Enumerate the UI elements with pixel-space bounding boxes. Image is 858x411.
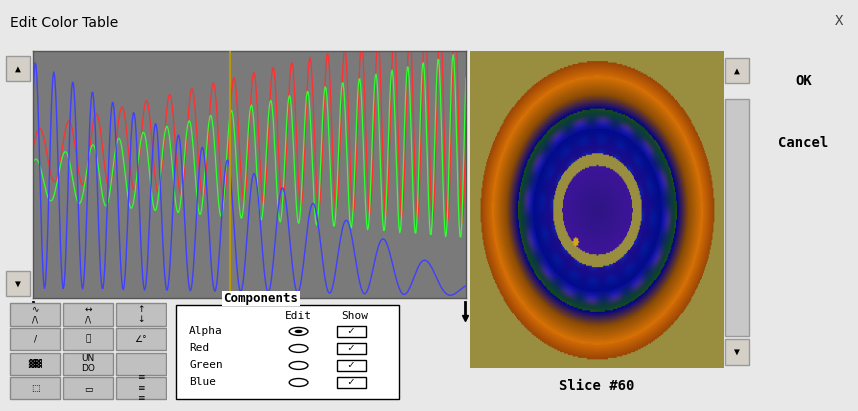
Text: ▲: ▲ [734, 65, 740, 75]
Bar [10, 303, 60, 326]
Text: Edit Color Table: Edit Color Table [10, 16, 118, 30]
Text: ▓▓: ▓▓ [28, 359, 42, 368]
Text: ∠°: ∠° [135, 335, 148, 344]
Text: ∿
/\: ∿ /\ [31, 305, 39, 324]
Text: Edit: Edit [285, 311, 312, 321]
Bar [116, 377, 166, 399]
Bar [725, 339, 748, 365]
Text: Alpha: Alpha [190, 326, 223, 337]
Text: Green: Green [190, 360, 223, 370]
Text: ▼: ▼ [734, 347, 740, 357]
Bar [10, 353, 60, 375]
Text: ✓: ✓ [347, 344, 354, 353]
Bar [116, 328, 166, 350]
Bar [116, 353, 166, 375]
Text: ▼: ▼ [15, 278, 21, 288]
Text: ≡
≡
≡: ≡ ≡ ≡ [137, 374, 145, 403]
Circle shape [289, 344, 308, 352]
Circle shape [289, 379, 308, 386]
Bar [116, 303, 166, 326]
Text: OK: OK [795, 74, 812, 88]
Circle shape [294, 330, 303, 333]
Text: UN
DO: UN DO [81, 354, 95, 374]
Bar [725, 58, 748, 83]
Bar [336, 360, 366, 371]
Text: ▭: ▭ [84, 384, 92, 393]
Text: ✓: ✓ [347, 360, 354, 370]
Text: ↑
↓: ↑ ↓ [137, 305, 145, 324]
Text: ✓: ✓ [347, 377, 354, 388]
Text: Show: Show [341, 311, 368, 321]
Text: ✓: ✓ [347, 326, 354, 337]
Bar [336, 326, 366, 337]
Text: Components: Components [223, 292, 299, 305]
Text: ⬚: ⬚ [31, 384, 39, 393]
Bar [10, 377, 60, 399]
Bar [6, 271, 30, 296]
Text: ⌒: ⌒ [85, 335, 91, 344]
Text: Red: Red [190, 344, 209, 353]
Bar [336, 377, 366, 388]
Text: Blue: Blue [190, 377, 216, 388]
Bar [336, 343, 366, 353]
Bar [63, 353, 112, 375]
Bar [63, 377, 112, 399]
Text: ↔
/\: ↔ /\ [84, 305, 92, 324]
Bar [10, 328, 60, 350]
Text: /: / [33, 335, 37, 344]
Text: Slice #60: Slice #60 [559, 379, 634, 393]
Bar [63, 328, 112, 350]
Bar [725, 99, 748, 336]
Text: X: X [835, 14, 843, 28]
Bar [6, 56, 30, 81]
Text: ▲: ▲ [15, 64, 21, 74]
Circle shape [289, 328, 308, 335]
Bar [63, 303, 112, 326]
Text: Cancel: Cancel [778, 136, 829, 150]
Circle shape [289, 362, 308, 369]
